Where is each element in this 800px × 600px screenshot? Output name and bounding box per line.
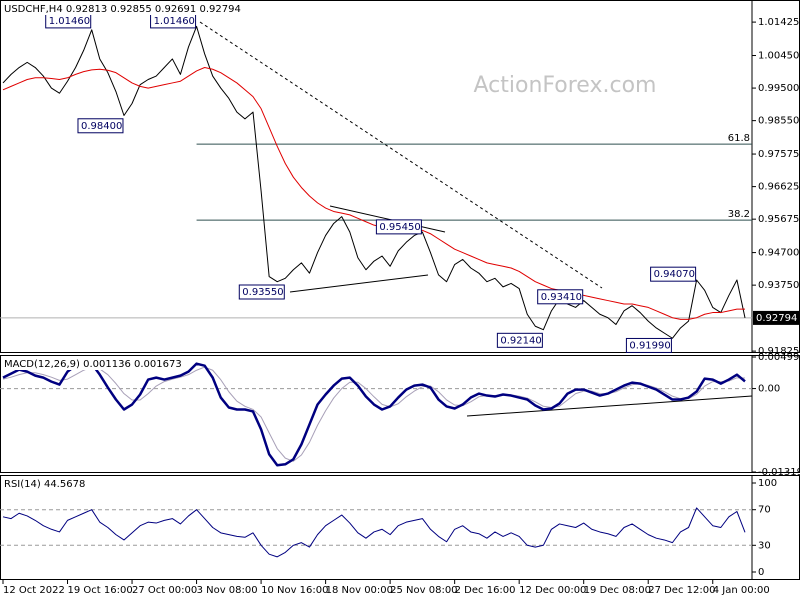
y-tick-label: 0.91825 [758, 346, 799, 357]
watermark: ActionForex.com [474, 73, 657, 98]
x-tick-label: 3 Nov 08:00 [197, 585, 258, 596]
price-label-box [238, 284, 285, 300]
price-label: 1.01460 [49, 16, 90, 27]
x-tick-label: 19 Oct 16:00 [68, 585, 133, 596]
price-label: 0.94070 [654, 269, 695, 280]
panel-frame [0, 355, 800, 473]
series-line [2, 507, 746, 558]
title-bg [2, 3, 243, 15]
panel-frame [0, 0, 800, 353]
price-label: 0.91990 [629, 340, 670, 351]
panel-title: USDCHF,H4 0.92813 0.92855 0.92691 0.9279… [4, 4, 241, 15]
price-label: 0.92140 [500, 335, 541, 346]
series-line [2, 366, 746, 462]
y-tick-label: 0.99500 [758, 83, 799, 94]
y-tick-label: 0.98550 [758, 116, 799, 127]
y-tick-label: 0.97575 [758, 149, 799, 160]
y-tick-label: 0 [758, 567, 764, 578]
x-tick-label: 27 Oct 00:00 [132, 585, 197, 596]
trend-line [466, 395, 753, 417]
x-tick-label: 19 Dec 08:00 [584, 585, 651, 596]
trend-line [329, 205, 446, 233]
price-label: 0.93550 [242, 287, 283, 298]
panel-frame [0, 475, 800, 580]
series-line [2, 25, 746, 339]
last-price-box [753, 310, 799, 325]
x-tick-label: 18 Nov 00:00 [326, 585, 393, 596]
price-label-box [625, 337, 672, 353]
x-tick-label: 27 Dec 12:00 [648, 585, 715, 596]
trend-line [289, 274, 429, 293]
price-label-box [77, 118, 124, 134]
y-tick-label: 70 [758, 505, 771, 516]
y-tick-label: 100 [758, 478, 777, 489]
panel-title: RSI(14) 44.5678 [4, 479, 85, 490]
y-tick-label: 30 [758, 540, 771, 551]
y-tick-label: 0.004993 [758, 352, 800, 363]
price-label-box [650, 266, 697, 282]
price-label: 1.01460 [154, 16, 195, 27]
series-line [2, 67, 745, 320]
y-tick-label: 0.93750 [758, 280, 799, 291]
y-tick-label: 0.96625 [758, 182, 799, 193]
panel-title: MACD(12,26,9) 0.001136 0.001673 [4, 359, 182, 370]
series-line [2, 362, 746, 467]
trend-line [199, 21, 603, 289]
y-tick-label: 1.01425 [758, 17, 799, 28]
title-bg [2, 358, 184, 370]
y-tick-label: 0.94700 [758, 248, 799, 259]
x-tick-label: 25 Nov 08:00 [390, 585, 457, 596]
price-label: 0.98400 [81, 121, 122, 132]
x-tick-label: 2 Dec 16:00 [455, 585, 516, 596]
y-tick-label: -0.013193 [758, 467, 800, 478]
y-tick-label: 0.95675 [758, 214, 799, 225]
price-label-box [496, 332, 543, 348]
last-price-label: 0.92794 [756, 313, 797, 324]
fib-label: 38.2 [728, 209, 750, 220]
y-tick-label: 1.00450 [758, 51, 799, 62]
x-tick-label: 4 Jan 00:00 [713, 585, 770, 596]
price-label: 0.93410 [541, 292, 582, 303]
price-label-box [375, 219, 422, 235]
x-tick-label: 10 Nov 16:00 [261, 585, 328, 596]
title-bg [2, 478, 88, 490]
y-tick-label: 0.00 [758, 384, 780, 395]
fib-label: 61.8 [728, 133, 750, 144]
x-tick-label: 12 Oct 2022 [3, 585, 65, 596]
x-tick-label: 12 Dec 00:00 [519, 585, 586, 596]
price-label: 0.95450 [379, 222, 420, 233]
price-label-box [537, 289, 584, 305]
